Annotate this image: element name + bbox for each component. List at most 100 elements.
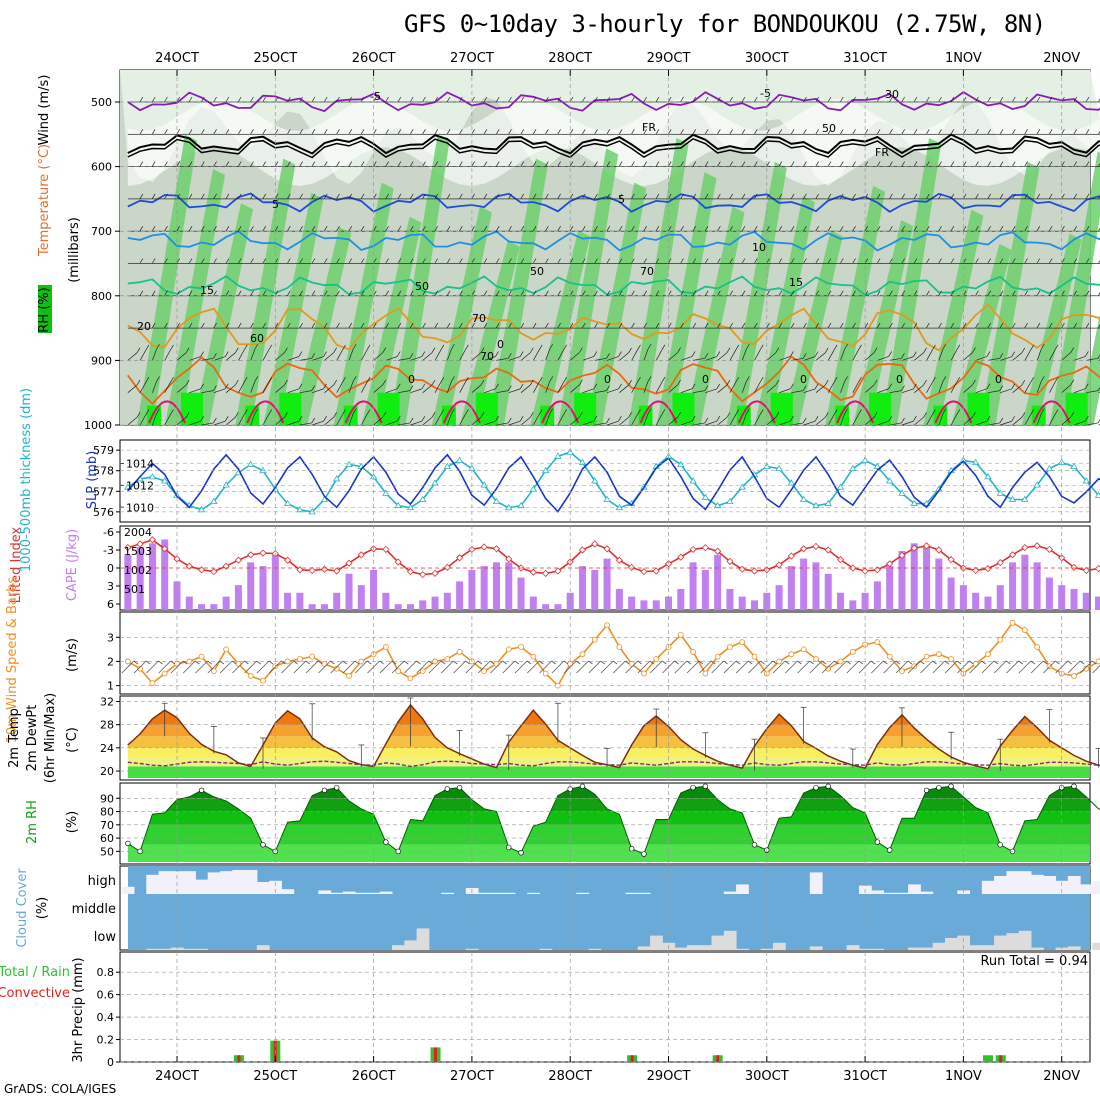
wind-barb-flag (545, 129, 549, 135)
wind-barb-flag (815, 322, 819, 329)
wind-barb (920, 660, 933, 674)
wind-barb-flag (185, 379, 190, 386)
wind-barb-flag (385, 322, 389, 329)
wind-barb-flag (741, 161, 746, 167)
thickness-point (1045, 464, 1054, 472)
y-tick-label: 60 (100, 832, 114, 845)
wind-barb-flag (932, 409, 936, 415)
wind-barb-flag (588, 660, 593, 665)
wind10m-panel: 123 (107, 619, 1100, 693)
lifted-index-point (284, 556, 292, 564)
wind-barb-flag (397, 96, 402, 103)
contour-label: 5 (618, 193, 625, 206)
wind-speed-point (542, 670, 549, 677)
wind-barb-flag (440, 660, 446, 665)
lifted-index-point (492, 545, 501, 553)
wind-barb-flag (858, 344, 862, 351)
isotherm-line (344, 400, 383, 424)
wind-barb (477, 660, 491, 674)
wind-barb (1049, 414, 1056, 426)
wind-barb-flag (164, 258, 168, 264)
wind-speed-point (456, 648, 463, 655)
wind-barb-flag (446, 96, 451, 103)
precip-convective-bar (237, 1055, 241, 1062)
thickness-point (726, 497, 734, 504)
wind-barb-flag (348, 226, 353, 232)
cape-bar (394, 604, 402, 610)
wind-barb (152, 381, 157, 393)
wind-barb-flag (717, 258, 721, 264)
wind-barb (643, 349, 649, 361)
wind-barb-flag (766, 161, 770, 167)
wind-barb-flag (631, 96, 635, 103)
wind-barb (490, 660, 503, 674)
contour-label: 0 (604, 373, 611, 386)
wind-barb-flag (213, 353, 217, 359)
wind-barb-flag (962, 161, 967, 167)
wind-barb-flag (631, 129, 635, 135)
wind-barb (330, 660, 344, 674)
wind-barb-flag (746, 343, 750, 350)
wind-barb-flag (373, 161, 377, 167)
cape-bar (591, 569, 599, 610)
wind-barb-flag (692, 322, 697, 329)
wind-barb-flag (311, 353, 315, 359)
wind-barb-flag (545, 96, 549, 103)
thickness-point (603, 495, 611, 502)
wind-barb-flag (188, 226, 193, 232)
wind-barb (643, 413, 649, 426)
wind-barb-flag (803, 193, 807, 200)
wind-barb-flag (655, 226, 660, 232)
wind-barb-flag (170, 660, 175, 665)
wind-barb (551, 660, 565, 674)
wind-barb (877, 420, 889, 426)
precip-total-label: Total / Rain (0, 965, 70, 980)
wind-barb-flag (323, 351, 327, 357)
wind-barb (754, 381, 761, 393)
wind-barb-flag (594, 161, 598, 167)
wind-barb-flag (336, 258, 340, 264)
cape-bar (1095, 596, 1100, 610)
wind-barb-flag (519, 416, 524, 422)
thickness-point (320, 495, 329, 502)
wind-barb-flag (864, 322, 869, 329)
rh-moist-plume (487, 158, 548, 426)
wind-speed-point (886, 653, 893, 660)
lifted-index-point (185, 562, 193, 570)
wind-barb-flag (606, 161, 611, 167)
wind-barb-flag (852, 129, 856, 135)
wind-speed-point (309, 653, 316, 660)
minmax-label: (6hr Min/Max) (43, 693, 58, 783)
wind-barb-flag (529, 412, 534, 418)
wind-barb (404, 660, 417, 674)
wind-barb (1024, 414, 1032, 426)
wind-barb (336, 382, 343, 393)
cape-bar (198, 604, 206, 610)
wind-barb-flag (637, 377, 641, 383)
cloud-high-bar (723, 891, 737, 894)
wind-barb (508, 388, 521, 394)
wind-barb-flag (999, 226, 1004, 232)
wind-barb-flag (594, 226, 598, 232)
wind-barb-flag (508, 290, 512, 296)
wind-barb-flag (726, 412, 731, 418)
wind-barb (877, 388, 889, 394)
cloud-high-bar (1018, 871, 1032, 894)
wind-barb-flag (235, 347, 239, 353)
wind-barb-flag (944, 660, 950, 665)
wind-barb-flag (1085, 383, 1089, 389)
wind-barb (557, 349, 564, 361)
wind-barb-flag (873, 347, 878, 353)
wind-barb-flag (901, 258, 905, 264)
wind-barb-flag (459, 226, 463, 232)
wind-barb-flag (366, 376, 371, 383)
cloud-low-bar (416, 928, 430, 950)
cloud-high-bar (490, 892, 504, 894)
wind-barb (926, 414, 933, 426)
isotherm-line (127, 133, 1100, 155)
wind-barb-flag (557, 322, 561, 329)
wind-barb (680, 420, 693, 426)
wind-barb-flag (741, 258, 746, 264)
wind-barb-flag (538, 409, 543, 415)
